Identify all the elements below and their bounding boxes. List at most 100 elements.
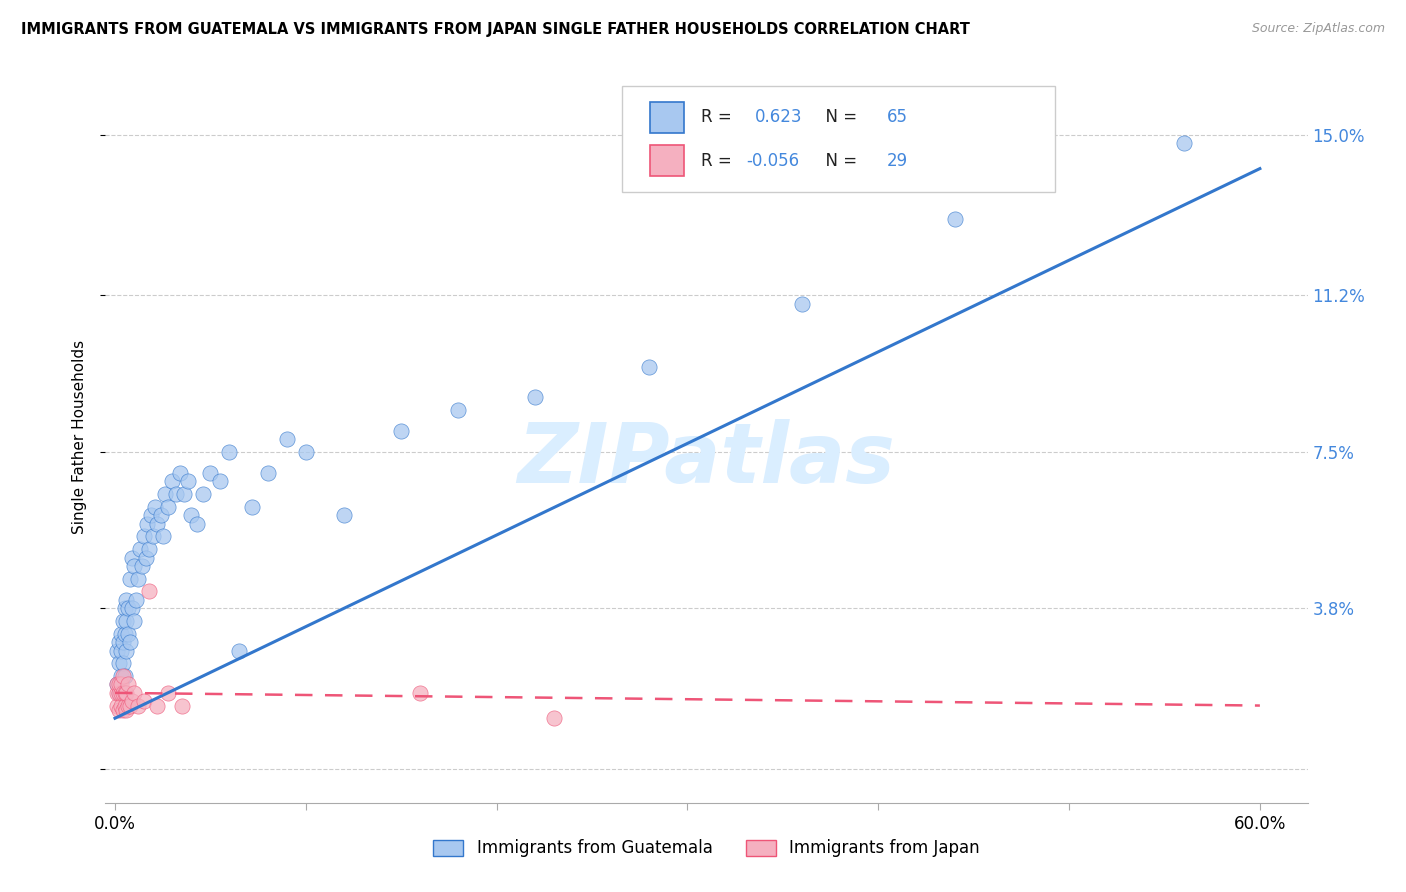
Point	[208, 475, 231, 489]
Point	[149, 508, 172, 523]
Point	[121, 601, 143, 615]
Point	[105, 677, 128, 691]
Point	[108, 657, 131, 671]
Point	[1173, 136, 1195, 151]
Point	[157, 686, 180, 700]
Point	[117, 698, 139, 713]
Point	[110, 669, 132, 683]
Point	[169, 466, 191, 480]
Point	[108, 677, 131, 691]
Point	[105, 677, 128, 691]
Point	[111, 686, 134, 700]
Text: IMMIGRANTS FROM GUATEMALA VS IMMIGRANTS FROM JAPAN SINGLE FATHER HOUSEHOLDS CORR: IMMIGRANTS FROM GUATEMALA VS IMMIGRANTS …	[21, 22, 970, 37]
Point	[114, 686, 136, 700]
Point	[333, 508, 356, 523]
Text: N =: N =	[814, 109, 862, 127]
Point	[127, 572, 149, 586]
Y-axis label: Single Father Households: Single Father Households	[72, 340, 87, 534]
FancyBboxPatch shape	[650, 102, 683, 133]
Point	[122, 614, 145, 628]
Point	[132, 694, 155, 708]
Point	[117, 626, 139, 640]
Point	[141, 508, 163, 523]
FancyBboxPatch shape	[623, 86, 1054, 192]
Point	[157, 500, 180, 514]
Point	[108, 703, 131, 717]
Point	[135, 550, 157, 565]
Point	[114, 698, 136, 713]
Point	[131, 559, 153, 574]
Point	[108, 635, 131, 649]
Point	[543, 711, 565, 725]
Point	[638, 360, 661, 375]
Text: -0.056: -0.056	[747, 152, 799, 169]
Point	[110, 626, 132, 640]
Point	[111, 614, 134, 628]
Point	[105, 686, 128, 700]
Point	[110, 686, 132, 700]
Point	[152, 529, 174, 543]
Point	[409, 686, 432, 700]
Text: 0.623: 0.623	[755, 109, 801, 127]
Point	[105, 643, 128, 657]
Point	[228, 643, 250, 657]
Point	[153, 487, 176, 501]
Point	[117, 601, 139, 615]
Point	[176, 475, 198, 489]
Point	[162, 475, 183, 489]
Point	[276, 432, 298, 446]
Point	[111, 657, 134, 671]
Text: 29: 29	[887, 152, 908, 169]
FancyBboxPatch shape	[650, 145, 683, 176]
Point	[295, 445, 318, 459]
Point	[110, 677, 132, 691]
Point	[105, 698, 128, 713]
Text: Source: ZipAtlas.com: Source: ZipAtlas.com	[1251, 22, 1385, 36]
Point	[114, 669, 136, 683]
Point	[127, 698, 149, 713]
Point	[125, 592, 148, 607]
Legend: Immigrants from Guatemala, Immigrants from Japan: Immigrants from Guatemala, Immigrants fr…	[426, 832, 987, 864]
Point	[138, 542, 160, 557]
Point	[191, 487, 214, 501]
Point	[173, 487, 195, 501]
Point	[115, 614, 138, 628]
Point	[523, 390, 546, 404]
Point	[111, 669, 134, 683]
Point	[110, 643, 132, 657]
Point	[943, 212, 966, 227]
Point	[115, 686, 138, 700]
Point	[132, 529, 155, 543]
Point	[142, 529, 165, 543]
Point	[120, 698, 142, 713]
Point	[138, 584, 160, 599]
Point	[165, 487, 187, 501]
Point	[114, 626, 136, 640]
Point	[115, 643, 138, 657]
Point	[200, 466, 222, 480]
Point	[186, 516, 208, 531]
Point	[108, 686, 131, 700]
Point	[180, 508, 202, 523]
Point	[389, 424, 412, 438]
Point	[120, 572, 142, 586]
Point	[111, 635, 134, 649]
Point	[143, 500, 166, 514]
Point	[115, 703, 138, 717]
Point	[790, 297, 813, 311]
Text: R =: R =	[700, 109, 737, 127]
Point	[218, 445, 240, 459]
Point	[108, 686, 131, 700]
Point	[110, 698, 132, 713]
Text: N =: N =	[814, 152, 862, 169]
Point	[447, 402, 470, 417]
Point	[122, 559, 145, 574]
Point	[146, 698, 169, 713]
Point	[115, 592, 138, 607]
Point	[128, 542, 150, 557]
Point	[242, 500, 264, 514]
Point	[146, 516, 169, 531]
Text: ZIPatlas: ZIPatlas	[517, 418, 896, 500]
Text: 65: 65	[887, 109, 908, 127]
Point	[122, 686, 145, 700]
